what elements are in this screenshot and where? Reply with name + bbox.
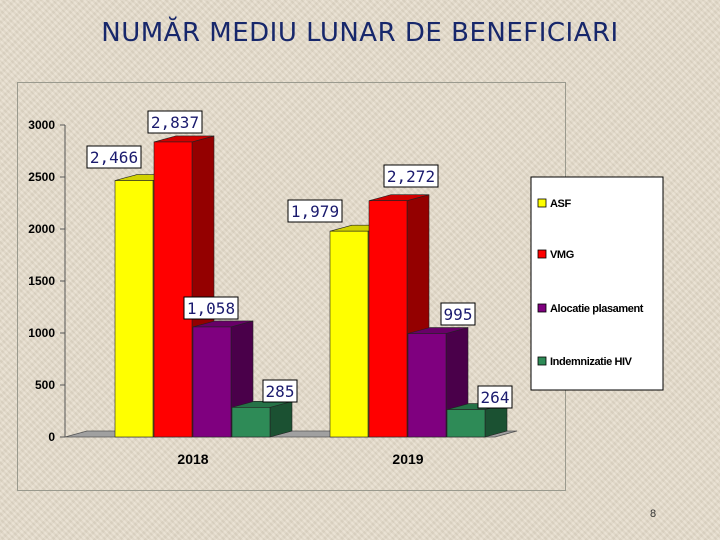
data-label-asf-2018: 2,466 — [90, 148, 138, 167]
data-label-alocatie-plasament-2018: 1,058 — [187, 299, 235, 318]
legend-swatch-vmg — [537, 249, 547, 259]
data-label-indemnizatie-hiv-2019: 264 — [481, 388, 510, 407]
legend-label-asf: ASF — [550, 198, 571, 210]
data-label-box-alocatie-plasament-2018 — [183, 296, 239, 320]
data-label-vmg-2019: 2,272 — [387, 167, 435, 186]
legend-label-alocatie-plasament: Alocatie plasament — [550, 303, 644, 315]
data-label-vmg-2018: 2,837 — [151, 113, 199, 132]
y-tick-label: 3000 — [28, 118, 55, 132]
data-label-box-indemnizatie-hiv-2018 — [262, 379, 298, 403]
data-label-box-asf-2018 — [86, 145, 142, 169]
slide-title: NUMĂR MEDIU LUNAR DE BENEFICIARI — [101, 18, 619, 48]
data-label-box-asf-2019 — [287, 199, 343, 223]
data-label-box-vmg-2018 — [147, 110, 203, 134]
y-tick-label: 0 — [48, 430, 55, 444]
data-label-box-alocatie-plasament-2019 — [440, 302, 476, 326]
legend-swatch-indemnizatie-hiv — [537, 356, 547, 366]
data-label-asf-2019: 1,979 — [291, 202, 339, 221]
data-label-indemnizatie-hiv-2018: 285 — [266, 382, 295, 401]
bar-asf-2019 — [329, 230, 369, 438]
y-tick-label: 1000 — [28, 326, 55, 340]
legend-label-indemnizatie-hiv: Indemnizatie HIV — [550, 356, 633, 368]
legend-box — [530, 176, 664, 391]
page-number: 8 — [650, 508, 657, 520]
y-tick-label: 500 — [35, 378, 55, 392]
bar-alocatie-plasament-2018 — [192, 326, 232, 438]
data-label-box-indemnizatie-hiv-2019 — [477, 385, 513, 409]
legend-label-vmg: VMG — [550, 249, 574, 261]
legend-swatch-alocatie-plasament — [537, 303, 547, 313]
x-tick-label-2018: 2018 — [177, 451, 208, 467]
data-label-box-vmg-2019 — [383, 164, 439, 188]
bar-vmg-2018 — [153, 141, 193, 438]
bar-indemnizatie-hiv-2019 — [446, 409, 486, 438]
x-tick-label-2019: 2019 — [392, 451, 423, 467]
legend-swatch-asf — [537, 198, 547, 208]
data-label-alocatie-plasament-2019: 995 — [444, 305, 473, 324]
bar-alocatie-plasament-2019 — [407, 333, 447, 438]
y-tick-label: 1500 — [28, 274, 55, 288]
bar-asf-2018 — [114, 180, 154, 438]
bar-vmg-2019 — [368, 200, 408, 438]
y-tick-label: 2500 — [28, 170, 55, 184]
y-tick-label: 2000 — [28, 222, 55, 236]
bar-indemnizatie-hiv-2018 — [231, 407, 271, 438]
